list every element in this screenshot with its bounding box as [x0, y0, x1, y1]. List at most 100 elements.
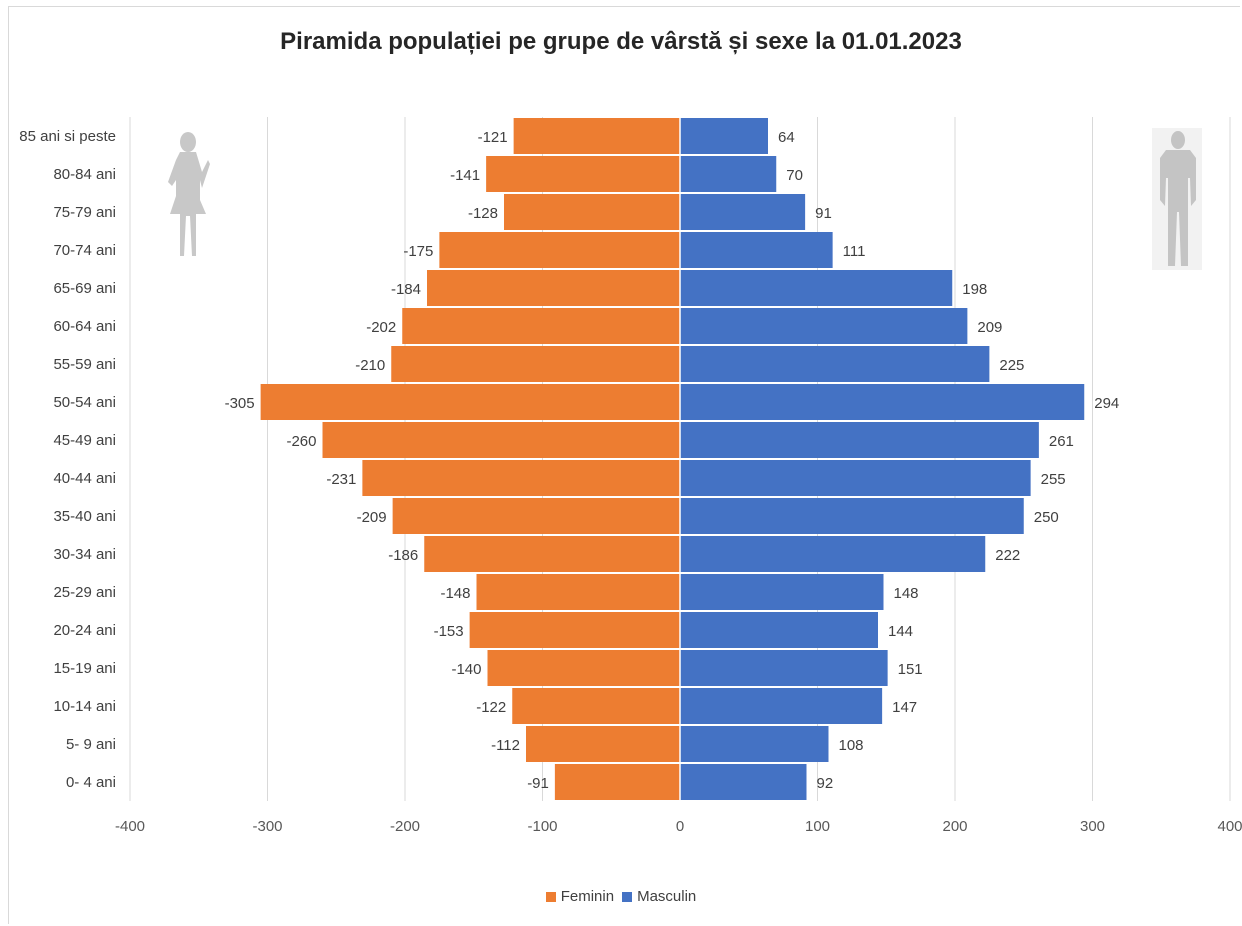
legend-label: Feminin — [560, 888, 615, 905]
bar-masculin — [680, 308, 968, 344]
bar-masculin — [680, 650, 888, 686]
female-silhouette-icon — [168, 132, 210, 256]
category-label: 20-24 ani — [53, 622, 116, 639]
data-label-feminin: -202 — [366, 319, 396, 336]
data-label-masculin: 111 — [843, 243, 866, 260]
data-label-masculin: 148 — [894, 585, 919, 602]
data-label-masculin: 209 — [977, 319, 1002, 336]
category-label: 85 ani si peste — [19, 128, 116, 145]
data-label-masculin: 144 — [888, 623, 913, 640]
x-tick-label: -200 — [390, 818, 420, 835]
category-label: 40-44 ani — [53, 470, 116, 487]
data-label-masculin: 198 — [962, 281, 987, 298]
bar-masculin — [680, 346, 990, 382]
chart-title: Piramida populației pe grupe de vârstă ș… — [280, 28, 962, 55]
male-silhouette-icon — [1152, 128, 1202, 270]
x-tick-label: 200 — [942, 818, 967, 835]
x-tick-label: -100 — [527, 818, 557, 835]
legend: Feminin Masculin — [0, 888, 1242, 906]
bar-masculin — [680, 726, 829, 762]
data-label-feminin: -121 — [478, 129, 508, 146]
bar-feminin — [260, 384, 680, 420]
data-label-feminin: -141 — [450, 167, 480, 184]
data-label-feminin: -209 — [357, 509, 387, 526]
x-tick-label: -300 — [252, 818, 282, 835]
bar-masculin — [680, 118, 768, 154]
bar-masculin — [680, 384, 1085, 420]
bar-feminin — [402, 308, 680, 344]
bar-feminin — [554, 764, 680, 800]
data-label-masculin: 225 — [999, 357, 1024, 374]
chart-frame — [8, 6, 1240, 924]
bar-feminin — [469, 612, 680, 648]
data-label-feminin: -305 — [225, 395, 255, 412]
bar-masculin — [680, 422, 1039, 458]
data-label-feminin: -148 — [440, 585, 470, 602]
category-label: 80-84 ani — [53, 166, 116, 183]
bar-masculin — [680, 498, 1024, 534]
bar-feminin — [486, 156, 680, 192]
data-label-masculin: 147 — [892, 699, 917, 716]
data-label-masculin: 261 — [1049, 433, 1074, 450]
legend-swatch — [545, 891, 556, 902]
data-label-masculin: 64 — [778, 129, 795, 146]
bar-masculin — [680, 536, 986, 572]
bar-feminin — [513, 118, 680, 154]
bar-feminin — [526, 726, 680, 762]
category-label: 25-29 ani — [53, 584, 116, 601]
data-label-masculin: 92 — [817, 775, 834, 792]
data-label-feminin: -186 — [388, 547, 418, 564]
category-label: 35-40 ani — [53, 508, 116, 525]
data-label-masculin: 255 — [1041, 471, 1066, 488]
data-label-feminin: -91 — [527, 775, 549, 792]
category-label: 60-64 ani — [53, 318, 116, 335]
bar-feminin — [427, 270, 680, 306]
bar-masculin — [680, 612, 878, 648]
bar-feminin — [391, 346, 680, 382]
category-label: 10-14 ani — [53, 698, 116, 715]
x-tick-label: 400 — [1217, 818, 1242, 835]
bar-masculin — [680, 688, 883, 724]
bar-feminin — [476, 574, 680, 610]
data-label-masculin: 222 — [995, 547, 1020, 564]
data-label-feminin: -210 — [355, 357, 385, 374]
data-label-masculin: 250 — [1034, 509, 1059, 526]
data-label-feminin: -128 — [468, 205, 498, 222]
legend-label: Masculin — [637, 888, 697, 905]
bar-masculin — [680, 574, 884, 610]
data-label-masculin: 294 — [1094, 395, 1119, 412]
x-tick-label: -400 — [115, 818, 145, 835]
data-label-masculin: 91 — [815, 205, 832, 222]
bar-feminin — [439, 232, 680, 268]
x-tick-label: 100 — [805, 818, 830, 835]
bar-feminin — [504, 194, 680, 230]
data-label-feminin: -112 — [491, 737, 520, 754]
category-label: 0- 4 ani — [66, 774, 116, 791]
data-label-masculin: 108 — [839, 737, 864, 754]
category-label: 50-54 ani — [53, 394, 116, 411]
bar-feminin — [512, 688, 680, 724]
bar-feminin — [392, 498, 680, 534]
bar-masculin — [680, 764, 807, 800]
bar-masculin — [680, 460, 1031, 496]
data-label-feminin: -122 — [476, 699, 506, 716]
category-label: 75-79 ani — [53, 204, 116, 221]
bar-feminin — [322, 422, 680, 458]
bar-masculin — [680, 156, 777, 192]
data-label-feminin: -140 — [451, 661, 481, 678]
legend-item-masculin: Masculin — [622, 888, 696, 905]
x-tick-label: 0 — [676, 818, 684, 835]
category-label: 15-19 ani — [53, 660, 116, 677]
category-label: 70-74 ani — [53, 242, 116, 259]
data-label-feminin: -153 — [434, 623, 464, 640]
data-label-feminin: -231 — [326, 471, 356, 488]
category-label: 45-49 ani — [53, 432, 116, 449]
bar-feminin — [487, 650, 680, 686]
bar-masculin — [680, 270, 953, 306]
category-label: 55-59 ani — [53, 356, 116, 373]
bar-masculin — [680, 194, 806, 230]
data-label-masculin: 151 — [898, 661, 923, 678]
data-label-feminin: -184 — [391, 281, 421, 298]
category-label: 65-69 ani — [53, 280, 116, 297]
